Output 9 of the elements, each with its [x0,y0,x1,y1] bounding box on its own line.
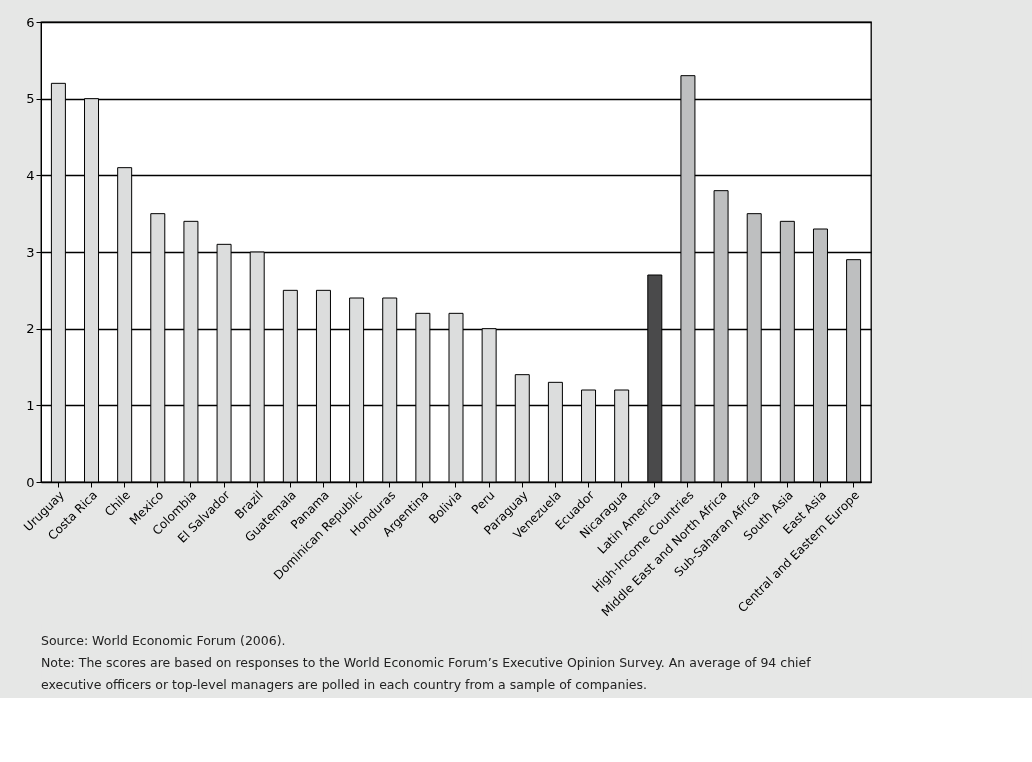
y-tick-label: 3 [26,244,35,260]
y-tick-label: 2 [26,321,35,337]
y-tick-label: 5 [26,91,35,107]
text: Note: The scores are based on responses to the World Economic Forum’s Executive Opinion Survey. An average of 94 chief executive officers or top-level managers are polled in each country from a sample of companies. [41,655,812,692]
source-note: Source: World Economic Forum (2006). [41,633,286,648]
y-tick-label: 6 [26,14,35,30]
y-tick-label: 0 [26,474,35,490]
y-tick-label: 4 [26,167,35,183]
y-tick-label: 1 [26,397,35,413]
